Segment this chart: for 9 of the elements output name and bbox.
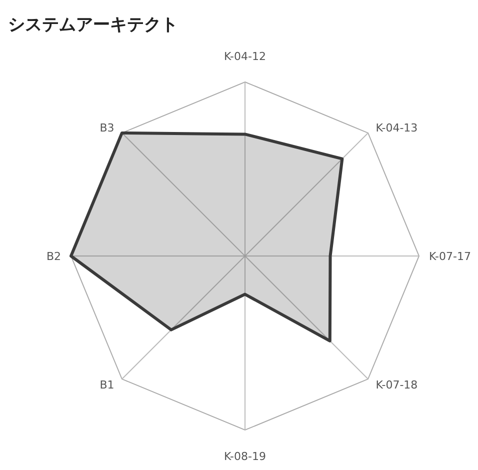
- spoke-label: B3: [100, 121, 114, 134]
- spoke-label: K-04-13: [376, 121, 418, 134]
- spoke-label: B1: [100, 378, 114, 392]
- chart-title: システムアーキテクト: [8, 15, 178, 35]
- spoke-label: K-07-17: [429, 250, 471, 263]
- spoke-label: K-07-18: [376, 378, 418, 392]
- spoke-label: K-04-12: [224, 50, 266, 63]
- spoke-label: K-08-19: [224, 450, 266, 463]
- spoke-label: B2: [46, 250, 61, 263]
